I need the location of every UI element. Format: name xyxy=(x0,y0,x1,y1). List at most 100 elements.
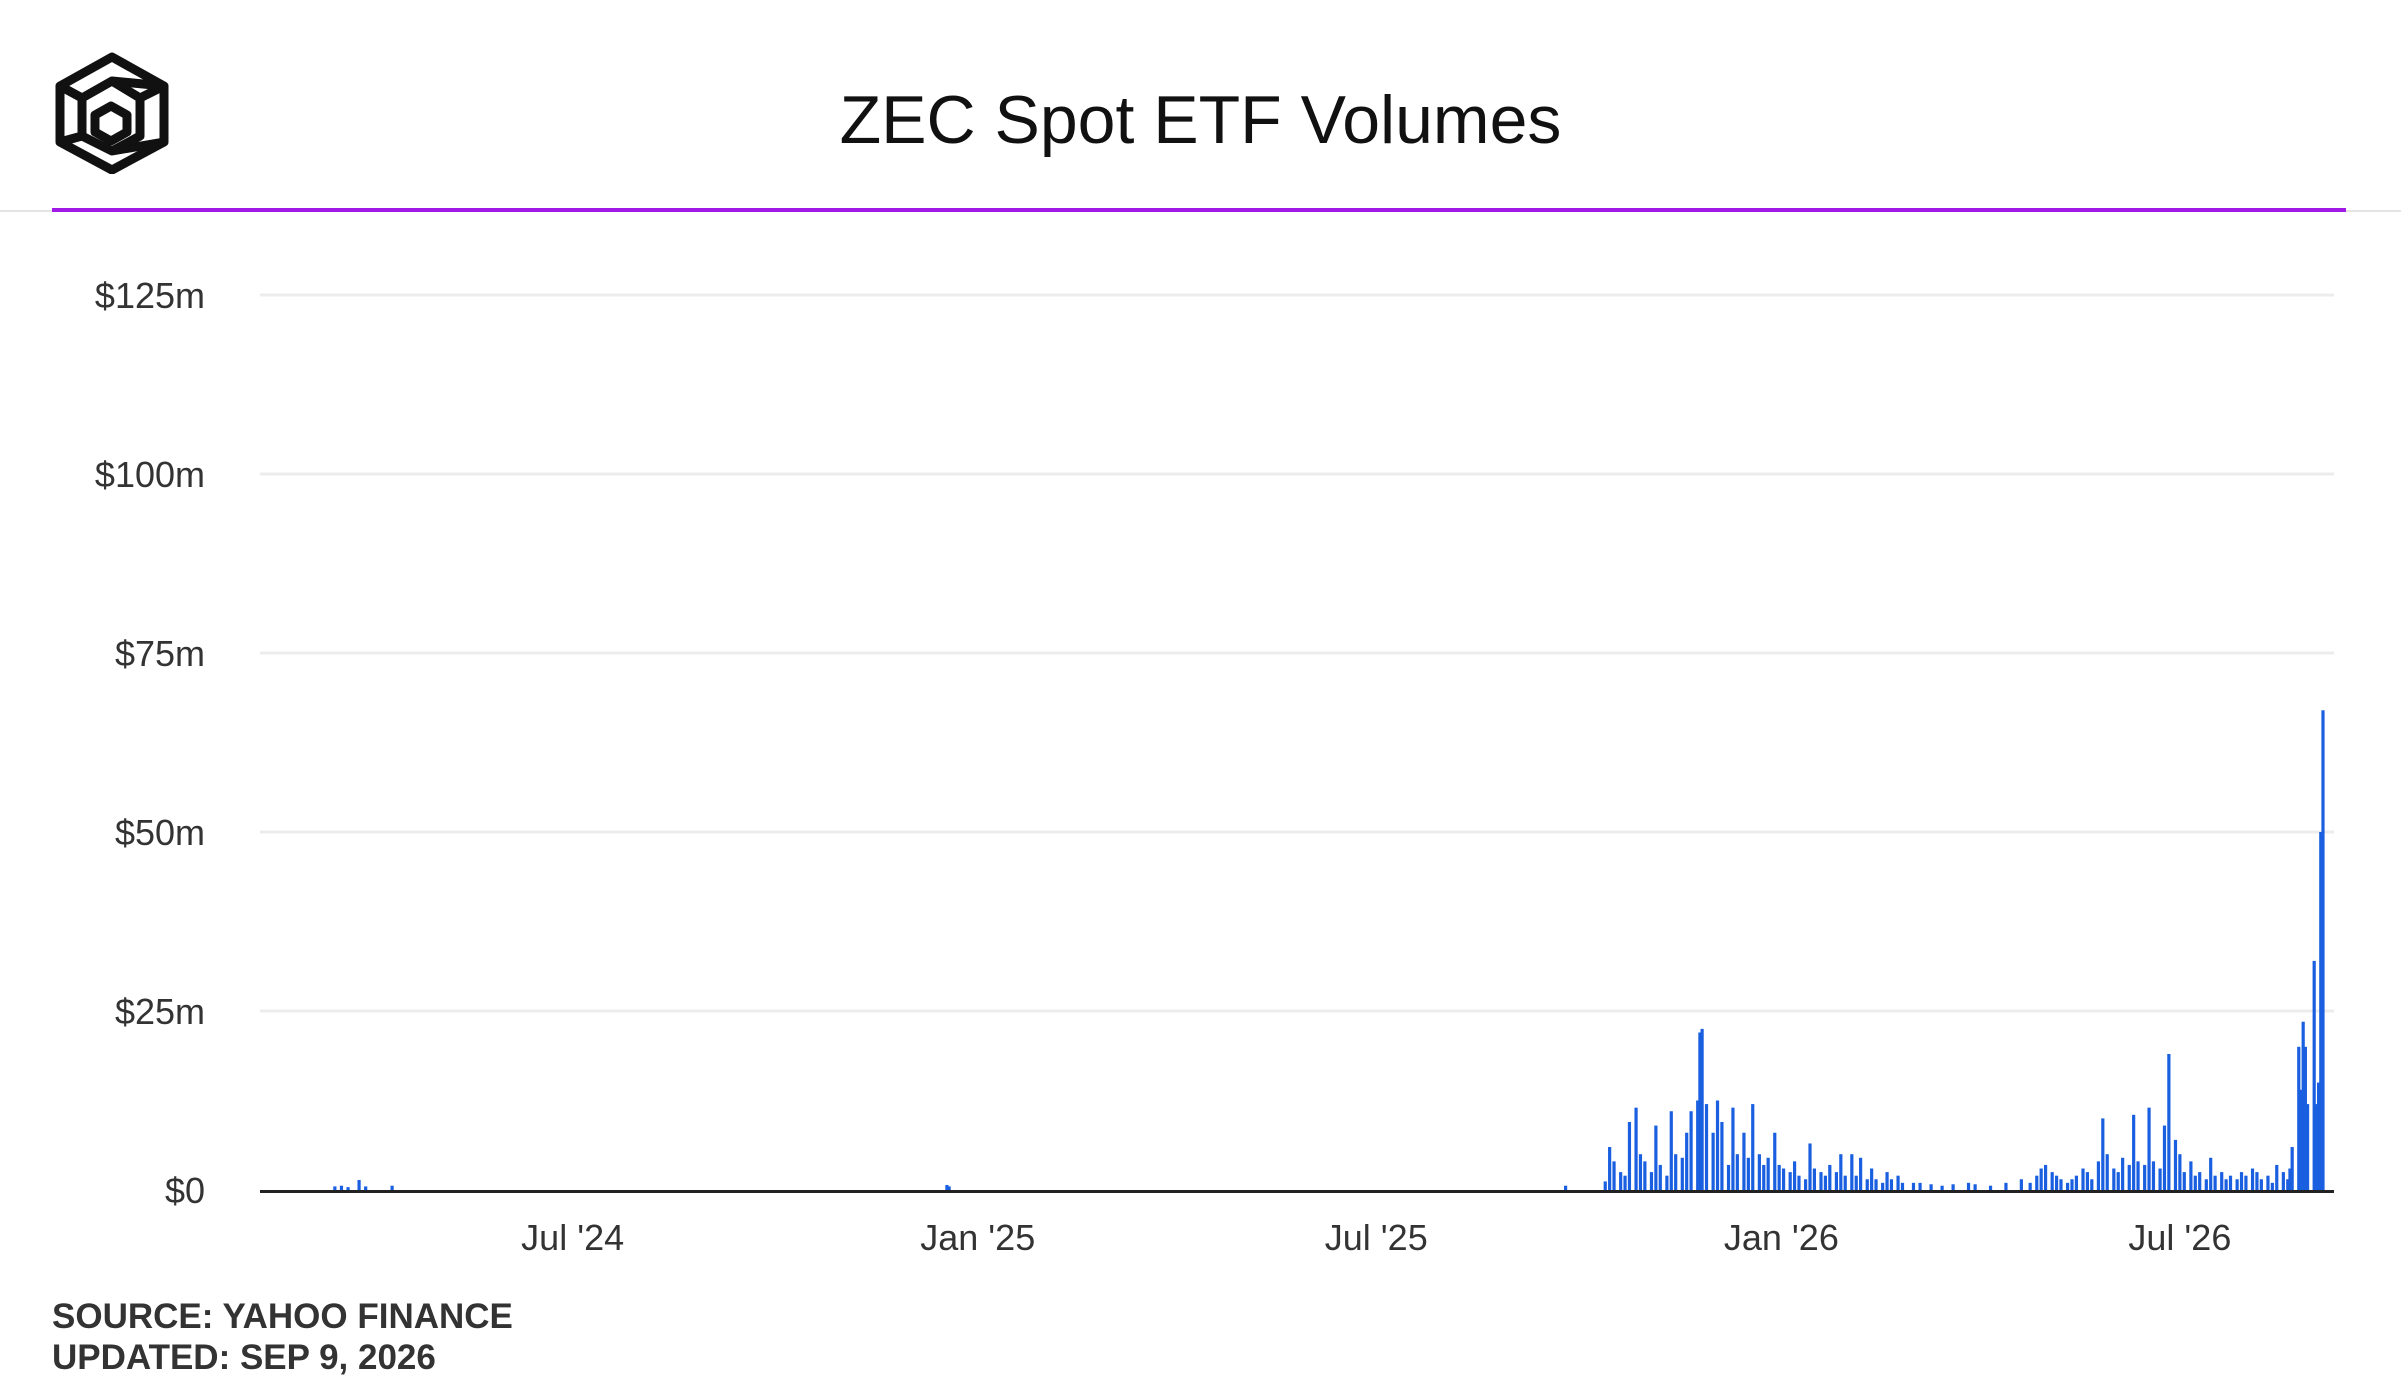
volume-bar xyxy=(2004,1182,2008,1190)
volume-bar xyxy=(2065,1182,2070,1190)
volume-bar xyxy=(1803,1179,1808,1190)
chart-title: ZEC Spot ETF Volumes xyxy=(839,82,1562,158)
volume-bar xyxy=(1850,1154,1854,1190)
y-tick-label: $25m xyxy=(115,991,205,1032)
volume-bar xyxy=(1603,1181,1607,1190)
volume-bar xyxy=(2127,1164,2131,1190)
volume-bar xyxy=(1623,1175,1627,1190)
volume-bar xyxy=(339,1185,344,1190)
x-axis-tick-labels: Jul '24 Jan '25 Jul '25 Jan '26 Jul '26 xyxy=(521,1217,2231,1258)
volume-bar xyxy=(2070,1179,2074,1190)
volume-bar xyxy=(2132,1114,2136,1190)
volume-bar xyxy=(2259,1179,2263,1190)
volume-bar xyxy=(1885,1172,1889,1190)
volume-bar xyxy=(1696,1100,1700,1190)
volume-bar xyxy=(1634,1107,1638,1190)
volume-bar xyxy=(346,1187,350,1190)
volume-bar xyxy=(1911,1182,1916,1190)
volume-bar xyxy=(1781,1168,1786,1190)
volume-bar xyxy=(2158,1168,2162,1190)
volume-bar xyxy=(1854,1175,1858,1190)
volume-bar xyxy=(1669,1111,1673,1190)
volume-bar xyxy=(2239,1172,2244,1190)
volume-bar xyxy=(2303,1046,2307,1190)
x-tick-label: Jul '26 xyxy=(2128,1217,2231,1258)
volume-bar xyxy=(1726,1164,1731,1190)
volume-bar xyxy=(2050,1172,2054,1190)
volume-bar xyxy=(2059,1179,2063,1190)
volume-bar xyxy=(1988,1185,1993,1190)
volume-bar xyxy=(2085,1172,2090,1190)
volume-bar xyxy=(2112,1168,2116,1190)
volume-bar xyxy=(2209,1157,2213,1190)
volume-bar xyxy=(2281,1172,2285,1190)
x-tick-label: Jul '25 xyxy=(1325,1217,1428,1258)
volume-bar xyxy=(2081,1168,2085,1190)
volume-bar xyxy=(2228,1175,2233,1190)
volume-bar xyxy=(1665,1175,1669,1190)
volume-bar xyxy=(333,1186,337,1190)
volume-bar xyxy=(1874,1179,1878,1190)
volume-bar xyxy=(1731,1107,1735,1190)
volume-bar xyxy=(2305,1104,2310,1190)
volume-bar xyxy=(2270,1182,2274,1190)
y-axis-tick-labels: $0 $25m $50m $75m $100m $125m xyxy=(95,275,205,1211)
volume-bar xyxy=(1900,1182,1905,1190)
volume-bar xyxy=(357,1179,361,1190)
volume-bar xyxy=(1828,1164,1832,1190)
updated-note: UPDATED: SEP 9, 2026 xyxy=(52,1338,436,1377)
volume-bar xyxy=(1711,1132,1715,1190)
volume-bar xyxy=(1751,1104,1755,1190)
volume-bar xyxy=(2019,1179,2023,1190)
volume-bar xyxy=(1619,1172,1623,1190)
volume-bar xyxy=(2316,1082,2321,1190)
volume-bar xyxy=(2189,1161,2193,1190)
volume-bar xyxy=(1766,1157,1770,1190)
volume-bar xyxy=(2096,1161,2101,1190)
volume-bar xyxy=(1643,1161,1647,1190)
volume-bar xyxy=(1735,1154,1739,1190)
volume-bar xyxy=(1612,1161,1616,1190)
volume-bar xyxy=(2121,1157,2125,1190)
volume-bar xyxy=(2235,1179,2239,1190)
x-tick-label: Jan '26 xyxy=(1724,1217,1839,1258)
volume-bar xyxy=(1808,1143,1812,1190)
volume-bar xyxy=(1757,1154,1761,1190)
volume-bar xyxy=(1715,1100,1720,1190)
y-tick-label: $75m xyxy=(115,633,205,674)
volume-bar xyxy=(2224,1179,2228,1190)
volume-bar xyxy=(1658,1164,1662,1190)
volume-bar xyxy=(1918,1182,1922,1190)
volume-bar xyxy=(2182,1172,2186,1190)
volume-bar xyxy=(2319,832,2323,1190)
volume-bar xyxy=(1834,1172,1839,1190)
volume-bar xyxy=(1843,1175,1847,1190)
volume-bar xyxy=(2275,1164,2279,1190)
volume-bar xyxy=(947,1186,951,1190)
volume-bar xyxy=(1966,1182,1971,1190)
y-tick-label: $0 xyxy=(165,1170,205,1211)
volume-bar xyxy=(2043,1164,2048,1190)
volume-bar xyxy=(2244,1175,2248,1190)
volume-bar xyxy=(2288,1168,2292,1190)
volume-bar xyxy=(2028,1182,2032,1190)
volume-bar xyxy=(2220,1172,2224,1190)
volume-bar xyxy=(2297,1046,2301,1190)
volume-bar xyxy=(945,1184,949,1190)
volume-bar xyxy=(1627,1121,1632,1190)
volume-bar xyxy=(1704,1104,1709,1190)
volume-bar xyxy=(1608,1147,1612,1190)
volume-bars xyxy=(333,710,2325,1190)
volume-bar xyxy=(2213,1175,2217,1190)
volume-bar xyxy=(2054,1175,2059,1190)
volume-bar xyxy=(2136,1161,2140,1190)
volume-bar xyxy=(1812,1168,1816,1190)
volume-bar xyxy=(2204,1179,2208,1190)
volume-bar xyxy=(1564,1185,1568,1190)
volume-bar xyxy=(2105,1154,2109,1190)
volume-bar xyxy=(1700,1028,1704,1190)
volume-bar xyxy=(2147,1107,2151,1190)
volume-bar xyxy=(2312,960,2316,1190)
volume-bar xyxy=(1746,1157,1750,1190)
